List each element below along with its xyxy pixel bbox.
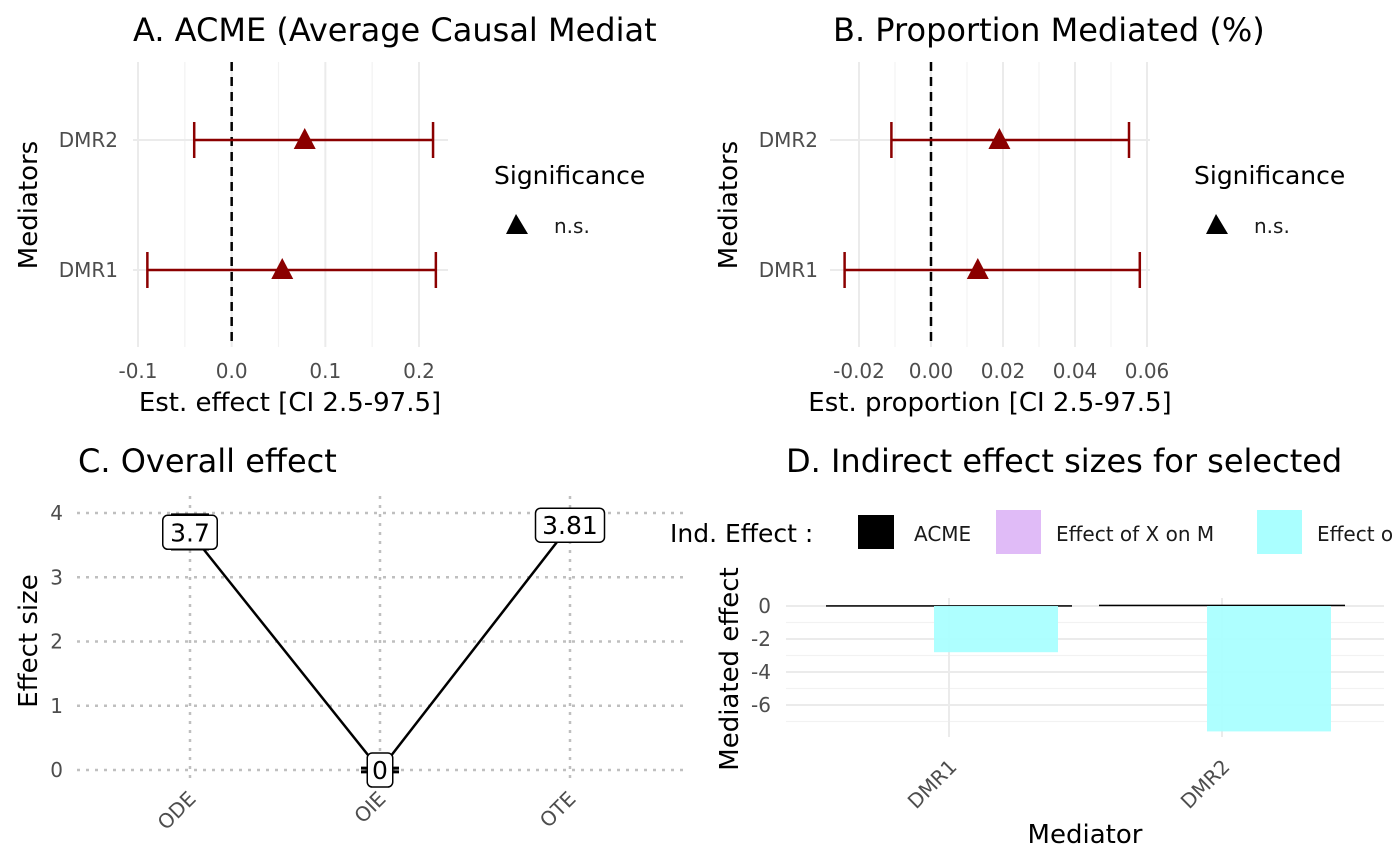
panel-b-legend: Significance n.s. [1194,161,1345,238]
panel-a-x-ticks: -0.1 0.0 0.1 0.2 [118,359,434,383]
bar-m-on-y-dmr1 [934,606,1058,653]
panel-c-marks: 3.7 0 3.81 [162,507,606,788]
panel-a-legend: Significance n.s. [494,161,645,238]
panel-a-x-axis-title: Est. effect [CI 2.5-97.5] [139,388,441,418]
panel-b-legend-label: n.s. [1254,214,1290,238]
panel-a-legend-title: Significance [494,161,645,190]
x-tick-label: 0.2 [403,359,435,383]
panel-b-legend-triangle-icon [1206,214,1228,234]
panel-b-x-axis-title: Est. proportion [CI 2.5-97.5] [808,388,1171,418]
y-tick-label: -6 [751,693,771,717]
panel-a-acme: A. ACME (Average Causal Mediat -0.1 0.0 0.… [14,11,657,418]
panel-b-gridlines [830,62,1150,347]
panel-d-indirect-effect-sizes: D. Indirect effect sizes for selected In… [670,442,1393,850]
panel-d-y-ticks: 0 -2 -4 -6 [751,594,771,717]
y-tick-label: 2 [50,630,63,654]
panel-c-title: C. Overall effect [78,442,337,480]
x-tick-label: 0.1 [309,359,341,383]
y-tick-label: -4 [751,660,771,684]
x-tick-label-dmr2: DMR2 [1176,755,1235,814]
bar-m-on-y-dmr2 [1207,606,1331,732]
panel-d-legend-title: Ind. Effect : [670,519,813,548]
estimate-point-dmr2 [293,128,316,149]
x-tick-label: 0.00 [909,359,954,383]
panel-b-y-ticks: DMR1 DMR2 [759,128,818,282]
estimate-point-dmr2 [988,128,1011,149]
value-label-ode: 3.7 [170,518,210,547]
estimate-point-dmr1 [966,258,989,279]
panel-d-legend-swatch-m-on-y [1257,510,1302,554]
x-tick-label-ote: OTE [535,787,581,833]
value-label-oie: 0 [372,756,388,785]
panel-d-legend-swatch-acme [858,515,894,549]
panel-d-y-axis-title: Mediated effect [715,567,745,770]
panel-a-legend-label: n.s. [554,214,590,238]
panel-b-y-axis-title: Mediators [714,141,744,269]
y-tick-label: 4 [50,501,63,525]
x-tick-label: 0.06 [1125,359,1170,383]
x-tick-label-ode: ODE [153,787,201,835]
y-tick-label: 0 [50,758,63,782]
panel-d-legend-swatch-x-on-m [996,510,1041,554]
panel-d-marks [826,604,1345,732]
x-tick-label: 0.04 [1053,359,1098,383]
y-tick-label: 0 [758,594,771,618]
panel-c-x-ticks: ODE OIE OTE [153,787,581,835]
value-label-box-ote [534,507,606,543]
panel-d-legend-label-x-on-m: Effect of X on M [1056,522,1214,546]
y-tick-label-dmr1: DMR1 [59,258,118,282]
value-label-ote: 3.81 [542,511,598,540]
y-tick-label-dmr2: DMR2 [59,128,118,152]
panel-a-gridlines [133,62,448,347]
panel-d-legend-label-acme: ACME [914,522,971,546]
x-tick-label: 0.0 [216,359,248,383]
panel-b-marks [843,62,1142,347]
panel-c-overall-effect: C. Overall effect 3.7 0 3.81 ODE OIE OTE 0 1 2… [14,442,684,834]
panel-c-y-ticks: 0 1 2 3 4 [50,501,63,782]
y-tick-label: 3 [50,565,63,589]
panel-a-y-ticks: DMR1 DMR2 [59,128,118,282]
panel-b-title: B. Proportion Mediated (%) [833,11,1265,49]
panel-b-legend-title: Significance [1194,161,1345,190]
x-tick-label: 0.02 [981,359,1026,383]
y-tick-label-dmr2: DMR2 [759,128,818,152]
estimate-point-dmr1 [271,258,294,279]
panel-c-y-axis-title: Effect size [14,574,44,708]
panel-a-marks [146,62,438,347]
value-label-box-ode [162,514,218,551]
panel-b-proportion-mediated: B. Proportion Mediated (%) -0.02 0.00 0.02… [714,11,1345,418]
panel-d-legend-label-m-on-y: Effect o [1317,522,1393,546]
panel-a-legend-triangle-icon [506,214,528,234]
x-tick-label: -0.02 [833,359,885,383]
x-tick-label-dmr1: DMR1 [903,755,962,814]
panel-b-x-ticks: -0.02 0.00 0.02 0.04 0.06 [833,359,1169,383]
panel-d-x-axis-title: Mediator [1028,820,1143,850]
bar-acme-dmr2 [1099,604,1345,607]
y-tick-label: -2 [751,627,771,651]
bar-acme-dmr1 [826,605,1072,607]
x-tick-label-oie: OIE [349,787,390,828]
panel-d-title: D. Indirect effect sizes for selected [786,442,1342,480]
panel-d-legend: Ind. Effect : ACME Effect of X on M Effe… [670,510,1393,554]
y-tick-label: 1 [50,694,63,718]
panel-a-title: A. ACME (Average Causal Mediat [133,11,657,49]
x-tick-label: -0.1 [118,359,157,383]
panel-a-y-axis-title: Mediators [14,141,44,269]
y-tick-label-dmr1: DMR1 [759,258,818,282]
panel-d-x-ticks: DMR1 DMR2 [903,755,1235,814]
value-label-box-oie [366,752,394,788]
